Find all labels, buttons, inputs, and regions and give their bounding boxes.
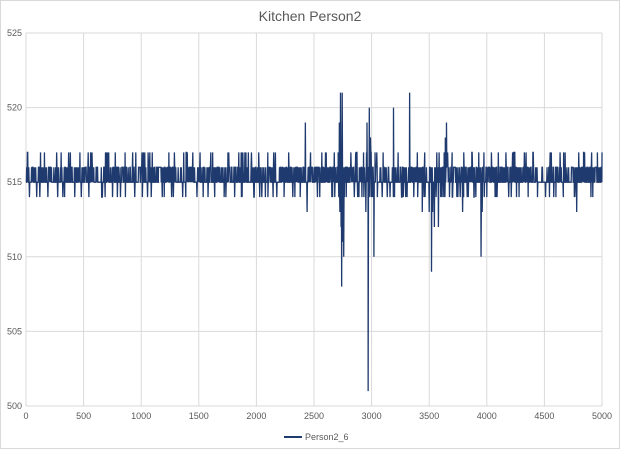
y-tick-label-510: 510 — [7, 252, 22, 262]
y-tick-label-520: 520 — [7, 103, 22, 113]
series-line-person2-6 — [25, 92, 603, 392]
y-tick-label-525: 525 — [7, 28, 22, 38]
x-tick-label-1000: 1000 — [131, 411, 151, 421]
x-tick-label-0: 0 — [23, 411, 28, 421]
y-tick-label-500: 500 — [7, 401, 22, 411]
x-tick-label-3500: 3500 — [419, 411, 439, 421]
x-tick-label-2000: 2000 — [246, 411, 266, 421]
legend: Person2_6 — [284, 432, 349, 442]
y-tick-label-515: 515 — [7, 177, 22, 187]
series-layer — [25, 92, 603, 392]
x-tick-label-500: 500 — [76, 411, 91, 421]
y-tick-label-505: 505 — [7, 326, 22, 336]
x-tick-label-4000: 4000 — [477, 411, 497, 421]
x-tick-label-5000: 5000 — [592, 411, 612, 421]
x-tick-label-3000: 3000 — [362, 411, 382, 421]
x-tick-label-4500: 4500 — [534, 411, 554, 421]
x-tick-label-1500: 1500 — [189, 411, 209, 421]
gridlines — [25, 32, 603, 407]
x-tick-label-2500: 2500 — [304, 411, 324, 421]
chart-title: Kitchen Person2 — [259, 8, 362, 24]
legend-label-person2-6: Person2_6 — [305, 432, 349, 442]
